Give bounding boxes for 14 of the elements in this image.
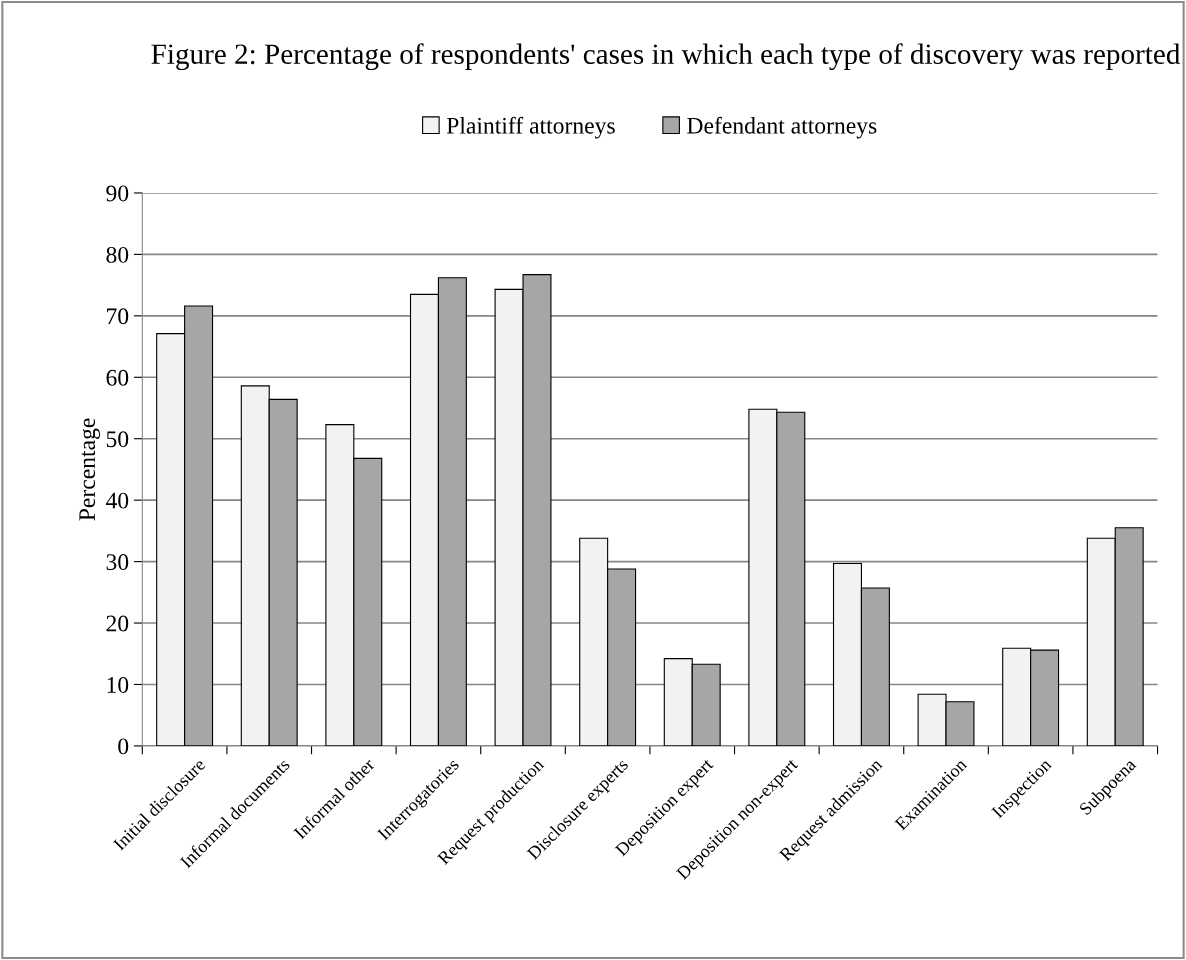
y-tick-label: 80	[106, 246, 129, 263]
y-tick-label: 60	[106, 369, 129, 386]
y-tick-label: 70	[107, 308, 129, 325]
y-tick-label: 90	[106, 185, 129, 202]
y-axis-title: Percentage	[79, 418, 100, 521]
y-tick-label: 40	[105, 492, 129, 509]
legend-label: Plaintiff attorneys	[446, 116, 615, 139]
y-tick-label: 50	[106, 431, 129, 448]
y-tick-label: 10	[107, 676, 129, 693]
legend-label: Defendant attorneys	[687, 116, 877, 139]
chart-title: Figure 2: Percentage of respondents' cases in which each type of discovery was reported	[151, 43, 1181, 71]
y-tick-label: 0	[118, 738, 129, 755]
y-tick-label: 30	[106, 554, 129, 571]
y-tick-label: 20	[106, 615, 129, 632]
